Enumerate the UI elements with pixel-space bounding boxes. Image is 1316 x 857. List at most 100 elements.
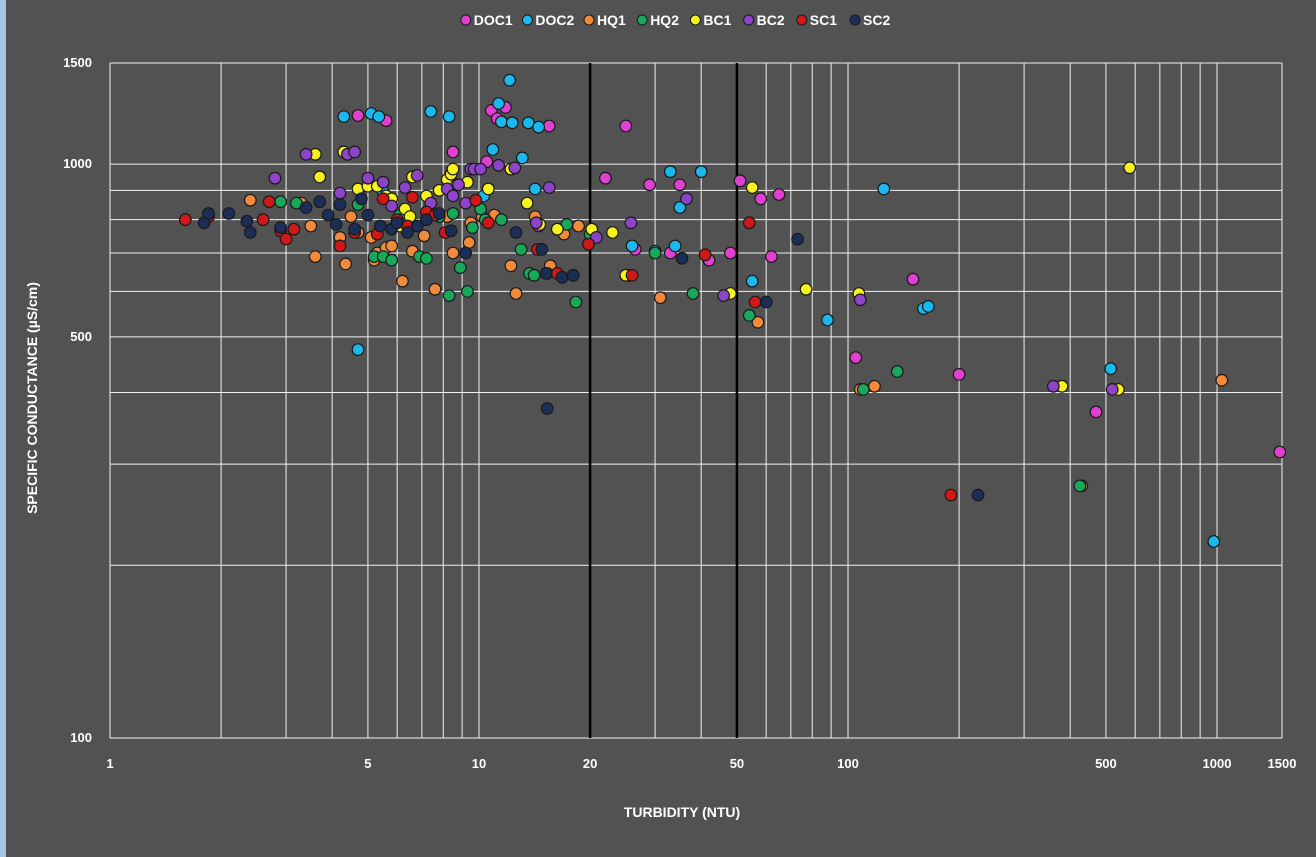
legend-marker-hq1 — [583, 14, 595, 26]
data-point-hq1 — [509, 287, 523, 300]
x-axis-tick-labels: 1 5 10 20 50 100 500 1000 1500 — [106, 756, 1296, 771]
data-point-hq2 — [442, 289, 456, 303]
data-point-doc2 — [424, 105, 438, 118]
legend-label-sc2: SC2 — [863, 12, 890, 28]
data-point-sc1 — [944, 488, 958, 502]
data-point-doc1 — [351, 109, 365, 122]
x-tick-label: 10 — [472, 756, 486, 771]
x-tick-label: 1500 — [1268, 756, 1297, 771]
data-point-hq1 — [868, 379, 881, 393]
data-point-bc1 — [520, 196, 534, 210]
x-tick-label: 5 — [364, 756, 371, 771]
data-point-hq1 — [243, 193, 257, 207]
x-tick-label: 20 — [583, 756, 597, 771]
data-point-sc1 — [262, 195, 276, 209]
legend-label-bc1: BC1 — [703, 12, 731, 28]
data-point-sc2 — [539, 267, 553, 280]
data-point-doc1 — [1273, 445, 1287, 459]
data-point-sc2 — [361, 208, 375, 222]
y-axis-title: SPECIFIC CONDUCTANCE (µS/cm) — [24, 282, 40, 514]
legend-label-doc2: DOC2 — [535, 12, 574, 28]
data-point-bc2 — [624, 216, 638, 230]
data-point-doc1 — [952, 368, 966, 381]
data-point-hq2 — [495, 213, 508, 227]
data-point-bc1 — [799, 282, 813, 296]
y-tick-label: 1000 — [63, 156, 92, 171]
data-point-doc2 — [663, 165, 677, 179]
data-point-bc2 — [542, 181, 556, 195]
data-point-bc2 — [268, 171, 282, 185]
data-point-sc2 — [759, 295, 773, 309]
data-point-doc2 — [694, 165, 708, 179]
data-point-bc1 — [313, 170, 327, 184]
data-point-doc2 — [668, 239, 682, 253]
data-point-hq1 — [504, 259, 518, 273]
data-point-bc2 — [492, 158, 506, 172]
data-point-hq2 — [274, 195, 288, 209]
data-point-sc2 — [540, 402, 554, 415]
data-point-doc2 — [495, 115, 508, 129]
data-point-hq1 — [304, 219, 318, 233]
data-point-sc2 — [243, 226, 257, 239]
legend-label-doc1: DOC1 — [474, 12, 513, 28]
data-point-doc2 — [442, 110, 456, 123]
data-point-hq2 — [461, 285, 474, 298]
data-point-hq1 — [462, 236, 476, 249]
data-point-doc1 — [772, 188, 786, 201]
data-point-sc2 — [555, 270, 569, 284]
data-point-doc2 — [1207, 535, 1221, 548]
data-point-bc2 — [398, 181, 412, 195]
data-point-doc2 — [515, 151, 529, 165]
data-point-doc1 — [724, 246, 737, 260]
x-tick-label: 50 — [730, 756, 744, 771]
data-point-sc1 — [742, 216, 756, 230]
data-point-sc2 — [675, 251, 689, 265]
x-tick-label: 1000 — [1203, 756, 1232, 771]
data-point-doc2 — [625, 239, 639, 253]
data-point-bc2 — [508, 161, 522, 175]
data-point-sc2 — [566, 268, 580, 282]
legend-label-sc1: SC1 — [810, 12, 837, 28]
data-point-doc2 — [528, 182, 542, 196]
grid — [109, 62, 1283, 739]
legend-marker-doc2 — [521, 14, 533, 26]
legend-marker-bc2 — [743, 14, 755, 26]
data-point-bc2 — [1046, 379, 1060, 393]
data-point-bc2 — [385, 199, 399, 213]
data-point-doc1 — [733, 174, 747, 188]
data-point-sc2 — [355, 192, 368, 206]
data-point-sc2 — [299, 201, 313, 214]
data-point-bc2 — [361, 171, 375, 185]
data-point-doc1 — [599, 171, 612, 185]
data-point-sc1 — [698, 248, 712, 262]
data-point-bc2 — [717, 289, 730, 303]
data-point-sc2 — [535, 242, 549, 256]
data-point-bc2 — [452, 178, 465, 192]
data-point-bc2 — [410, 169, 424, 182]
data-point-sc1 — [582, 237, 595, 251]
data-point-hq1 — [308, 250, 322, 264]
legend-label-bc2: BC2 — [757, 12, 785, 28]
data-point-sc2 — [373, 219, 387, 233]
data-point-sc2 — [444, 224, 458, 238]
data-point-sc2 — [432, 207, 446, 220]
data-point-bc2 — [529, 216, 543, 230]
data-point-doc2 — [372, 110, 386, 123]
data-point-sc2 — [329, 217, 343, 231]
data-point-doc2 — [486, 143, 500, 156]
data-point-sc2 — [274, 221, 288, 235]
y-tick-label: 1500 — [63, 55, 92, 70]
data-point-sc1 — [376, 192, 390, 206]
data-point-doc2 — [337, 110, 351, 123]
data-point-hq1 — [572, 219, 585, 233]
data-point-hq1 — [396, 274, 409, 288]
x-axis-title: TURBIDITY (NTU) — [624, 804, 740, 820]
data-point-sc2 — [390, 216, 404, 230]
data-point-sc2 — [459, 246, 473, 260]
data-point-doc2 — [921, 300, 935, 313]
legend-label-hq2: HQ2 — [650, 12, 679, 28]
data-point-doc1 — [619, 119, 633, 133]
legend-marker-doc1 — [460, 14, 472, 26]
data-point-hq2 — [527, 268, 541, 282]
data-point-doc1 — [849, 351, 863, 365]
